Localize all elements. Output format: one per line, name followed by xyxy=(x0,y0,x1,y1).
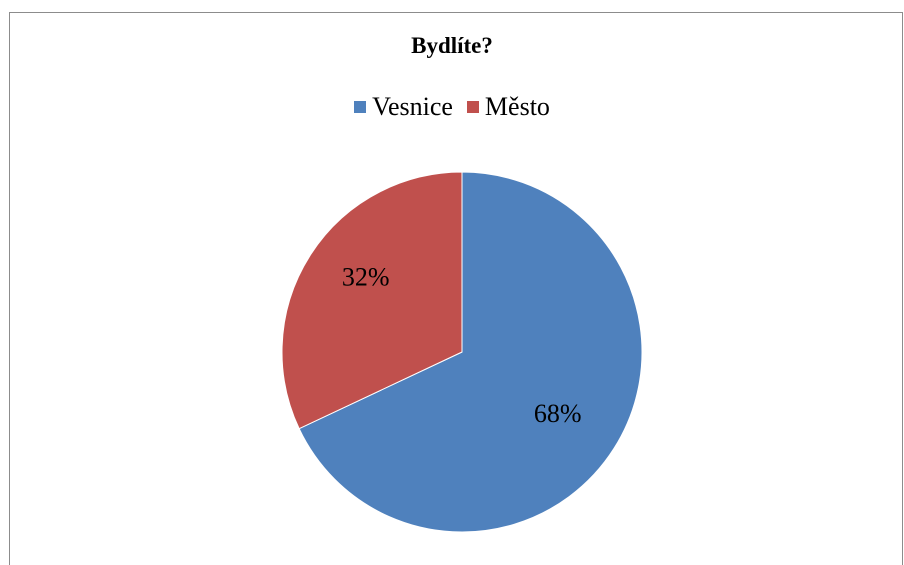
legend: Vesnice Město xyxy=(0,92,904,122)
legend-label-mesto: Město xyxy=(484,92,550,121)
legend-swatch-vesnice xyxy=(354,101,367,113)
legend-item-vesnice: Vesnice xyxy=(354,92,453,122)
slice-label-mesto: 32% xyxy=(342,262,390,291)
pie-slice-vesnice xyxy=(298,171,643,533)
slice-label-vesnice: 68% xyxy=(534,399,582,428)
chart-title: Bydlíte? xyxy=(411,33,493,58)
legend-swatch-mesto xyxy=(466,101,479,113)
legend-item-mesto: Město xyxy=(466,92,550,122)
legend-label-vesnice: Vesnice xyxy=(372,92,453,121)
pie-slice-mesto xyxy=(281,171,463,430)
